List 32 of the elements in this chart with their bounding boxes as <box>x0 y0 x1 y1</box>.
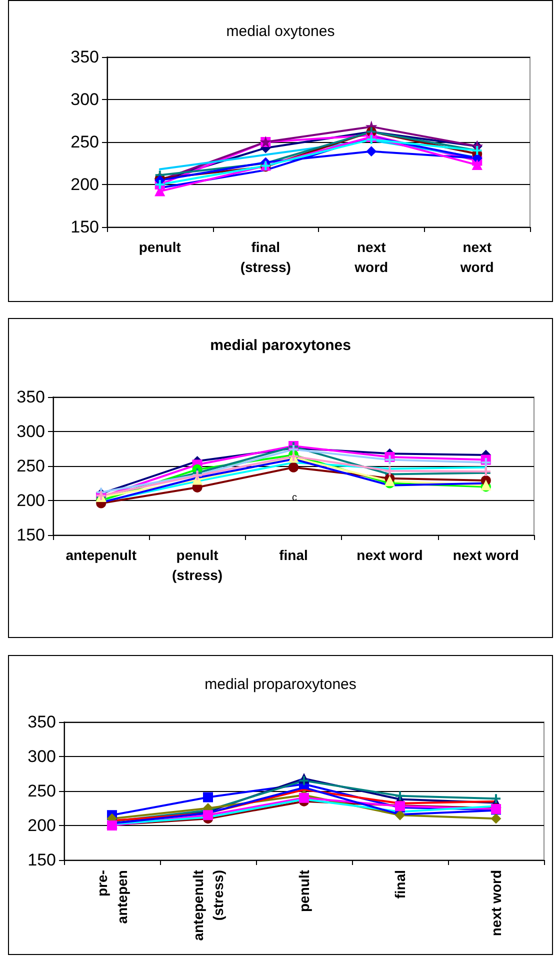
x-tick-label: final <box>279 547 308 563</box>
y-tick-label: 300 <box>16 422 45 441</box>
x-tick-label: penult <box>138 239 182 255</box>
y-tick-label: 200 <box>28 816 56 835</box>
x-tick-label: next word <box>459 239 494 275</box>
y-tick-label: 300 <box>70 90 99 109</box>
x-tick-label: antepenult <box>66 547 137 563</box>
x-tick-label: next word <box>354 239 388 275</box>
y-tick-label: 250 <box>70 132 99 152</box>
x-tick-label: next word <box>356 547 423 563</box>
x-tick-label: antepenult (stress) <box>190 870 226 941</box>
y-tick-label: 350 <box>16 388 45 406</box>
chart-title: medial proparoxytones <box>204 676 356 693</box>
y-tick-label: 350 <box>28 712 56 732</box>
x-tick-label: final (stress) <box>240 239 291 275</box>
x-tick-label: penult (stress) <box>172 547 223 583</box>
chart-title: medial paroxytones <box>210 337 351 354</box>
y-tick-label: 250 <box>16 456 45 476</box>
y-tick-label: 300 <box>28 747 56 766</box>
x-tick-label: penult <box>296 870 312 912</box>
chart-title: medial oxytones <box>226 23 335 40</box>
y-tick-label: 150 <box>70 218 99 236</box>
y-tick-label: 200 <box>16 491 45 510</box>
x-tick-label: next word <box>488 870 504 936</box>
y-tick-label: 350 <box>70 48 99 66</box>
y-tick-label: 150 <box>28 850 56 870</box>
y-tick-label: 250 <box>28 782 56 800</box>
x-tick-label: pre- antepen <box>94 870 130 924</box>
y-tick-label: 150 <box>16 526 45 544</box>
y-tick-label: 200 <box>70 175 99 194</box>
x-tick-label: next word <box>452 547 519 563</box>
x-tick-label: final <box>392 870 408 899</box>
